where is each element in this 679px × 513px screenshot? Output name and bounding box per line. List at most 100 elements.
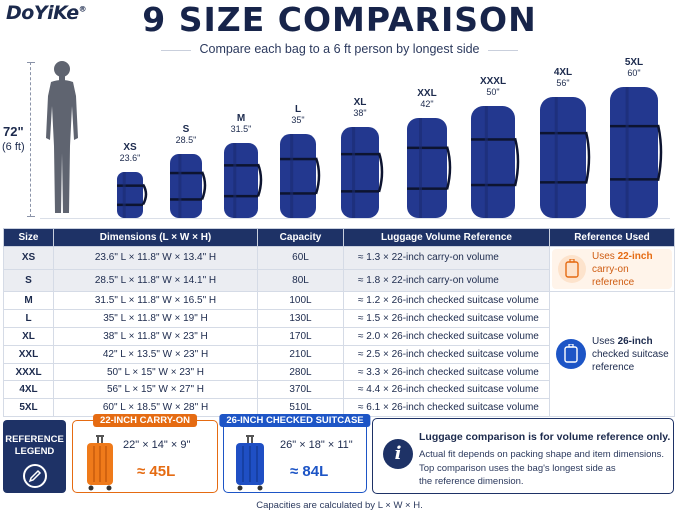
cell-vol: ≈ 2.0 × 26-inch checked suitcase volume: [343, 326, 550, 346]
info-line-3: the reference dimension.: [419, 476, 524, 487]
cell-dims: 50" L × 15" W × 23" H: [53, 362, 258, 382]
bag-measure: 60": [627, 68, 641, 78]
blue-suitcase-icon: [236, 435, 264, 491]
info-line-1: Actual fit depends on packing shape and …: [419, 449, 665, 460]
bag-measure: 28.5": [175, 135, 197, 145]
header-size: Size: [3, 228, 54, 247]
info-line-2: Top comparison uses the bag's longest si…: [419, 463, 616, 474]
cell-vol: ≈ 1.8 × 22-inch carry-on volume: [343, 268, 550, 292]
duffel-bag-icon: [471, 106, 520, 218]
person-height-label: 72": [3, 124, 24, 139]
ref-carry-bold: 22-inch: [617, 250, 653, 262]
info-note: i Luggage comparison is for volume refer…: [372, 418, 674, 494]
cell-vol: ≈ 1.5 × 26-inch checked suitcase volume: [343, 308, 550, 328]
ref-checked-post: checked suitcase reference: [592, 348, 669, 373]
cell-dims: 38" L × 11.8" W × 23" H: [53, 326, 258, 346]
bag-measure: 38": [353, 108, 367, 118]
floor-line: [40, 218, 670, 219]
reference-legend: REFERENCE LEGEND: [3, 420, 66, 493]
brand-logo: DoYiKe®: [6, 2, 87, 24]
bag-size: M: [236, 113, 246, 124]
table-row: 4XL 56" L × 15" W × 27" H 370L ≈ 4.4 × 26-i…: [3, 380, 675, 400]
duffel-bag-icon: [407, 118, 452, 218]
cell-vol: ≈ 3.3 × 26-inch checked suitcase volume: [343, 362, 550, 382]
bag-measure: 56": [556, 78, 570, 88]
table-row: L 35" L × 11.8" W × 19" H 130L ≈ 1.5 × 26-i…: [3, 308, 675, 328]
bag-size: 5XL: [624, 57, 644, 68]
duffel-bag-icon: [540, 97, 591, 218]
header-volume-reference: Luggage Volume Reference: [343, 228, 550, 247]
carry-on-reference-note: Uses 22-inch carry-on reference: [552, 249, 672, 289]
bag-label-4xl: 4XL 56": [533, 67, 593, 88]
bag-xl: [335, 125, 385, 218]
cell-size: 5XL: [3, 398, 54, 418]
bag-size: XS: [123, 142, 137, 153]
blue-suitcase-icon: [556, 339, 586, 370]
cell-vol: ≈ 6.1 × 26-inch checked suitcase volume: [343, 398, 550, 418]
legend-line-1: REFERENCE: [5, 434, 64, 445]
cell-cap: 130L: [257, 308, 344, 328]
duffel-bag-icon: [170, 154, 207, 218]
cell-vol: ≈ 2.5 × 26-inch checked suitcase volume: [343, 344, 550, 364]
cell-dims: 56" L × 15" W × 27" H: [53, 380, 258, 400]
bag-4xl: [534, 95, 592, 218]
bag-measure: 50": [486, 87, 500, 97]
cell-size: XXXL: [3, 362, 54, 382]
legend-line-2: LEGEND: [14, 446, 55, 457]
table-row: S 28.5" L × 11.8" W × 14.1" H 80L ≈ 1.8 × 2…: [3, 268, 675, 292]
cell-dims: 42" L × 13.5" W × 23" H: [53, 344, 258, 364]
duffel-bag-icon: [341, 127, 384, 218]
person-silhouette-icon: [46, 61, 78, 213]
table-header-row: Size Dimensions (L × W × H) Capacity Lug…: [3, 228, 675, 247]
bag-size: S: [182, 124, 190, 135]
cell-size: M: [3, 291, 54, 310]
page-title: 9 SIZE COMPARISON: [142, 0, 537, 39]
cell-dims: 28.5" L × 11.8" W × 14.1" H: [53, 268, 258, 292]
table-row: XL 38" L × 11.8" W × 23" H 170L ≈ 2.0 × 26-…: [3, 326, 675, 346]
checked-suitcase-reference-note: Uses 26-inch checked suitcase reference: [550, 335, 674, 374]
info-icon: i: [383, 439, 413, 469]
page-subtitle: Compare each bag to a 6 ft person by lon…: [161, 42, 518, 56]
info-title: Luggage comparison is for volume referen…: [419, 431, 671, 443]
cell-size: XL: [3, 326, 54, 346]
carry-on-volume: ≈ 45L: [137, 463, 176, 480]
cell-vol: ≈ 4.4 × 26-inch checked suitcase volume: [343, 380, 550, 400]
duffel-bag-icon: [224, 143, 263, 218]
cell-size: XXL: [3, 344, 54, 364]
cell-cap: 210L: [257, 344, 344, 364]
reference-checked-cell: Uses 26-inch checked suitcase reference: [549, 290, 675, 418]
cell-vol: ≈ 1.3 × 22-inch carry-on volume: [343, 246, 550, 270]
cell-cap: 280L: [257, 362, 344, 382]
carry-on-dims: 22" × 14" × 9": [123, 439, 191, 451]
table-row: XXL 42" L × 13.5" W × 23" H 210L ≈ 2.5 × 26…: [3, 344, 675, 364]
ref-checked-bold: 26-inch: [617, 335, 653, 347]
bag-xs: [111, 170, 149, 218]
cell-size: S: [3, 268, 54, 292]
reference-carry-on-cell: Uses 22-inch carry-on reference: [549, 246, 675, 292]
size-comparison-table: Size Dimensions (L × W × H) Capacity Lug…: [3, 228, 675, 418]
cell-cap: 170L: [257, 326, 344, 346]
cell-cap: 80L: [257, 268, 344, 292]
bag-label-m: M 31.5": [211, 113, 271, 134]
bag-measure: 31.5": [230, 124, 252, 134]
cell-size: 4XL: [3, 380, 54, 400]
height-measure-line: [27, 62, 35, 217]
bag-xxxl: [465, 104, 521, 218]
brand-mark: ®: [78, 4, 87, 14]
cell-cap: 370L: [257, 380, 344, 400]
person-height-sub: (6 ft): [2, 141, 25, 153]
bag-label-xs: XS 23.6": [100, 142, 160, 163]
table-row: M 31.5" L × 11.8" W × 16.5" H 100L ≈ 1.2 × …: [3, 290, 675, 418]
bag-label-l: L 35": [268, 104, 328, 125]
cell-dims: 35" L × 11.8" W × 19" H: [53, 308, 258, 328]
checked-suitcase-dims: 26" × 18" × 11": [280, 439, 353, 451]
bag-l: [274, 132, 322, 218]
bag-s: [164, 152, 208, 218]
ref-carry-pre: Uses: [592, 250, 618, 262]
cell-cap: 60L: [257, 246, 344, 270]
carry-on-tag: 22-INCH CARRY-ON: [93, 414, 197, 427]
bag-label-xl: XL 38": [330, 97, 390, 118]
cell-size: XS: [3, 246, 54, 270]
header-capacity: Capacity: [257, 228, 344, 247]
checked-suitcase-tag: 26-INCH CHECKED SUITCASE: [219, 414, 371, 427]
